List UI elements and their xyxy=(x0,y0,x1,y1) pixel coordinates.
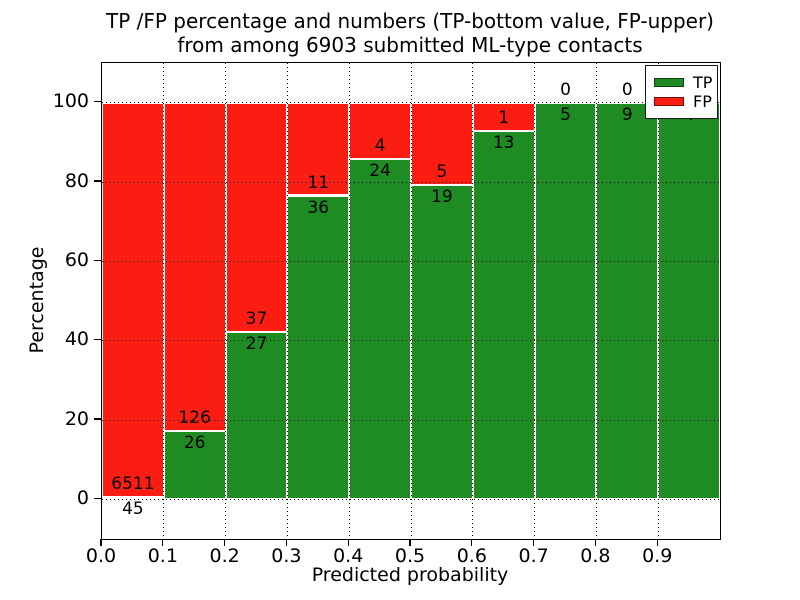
x-tick-label: 0.9 xyxy=(642,545,673,567)
bar-value-label-fp: 37 xyxy=(245,308,268,329)
y-tick-label: 40 xyxy=(64,328,89,351)
x-tick-label: 0.1 xyxy=(147,545,178,567)
fp-color-swatch xyxy=(654,97,684,106)
grid-line-vertical xyxy=(657,63,659,539)
bar-tp xyxy=(411,185,473,500)
bar-value-label-fp: 6511 xyxy=(111,473,155,494)
bar-tp xyxy=(658,102,720,500)
x-tick-label: 0.5 xyxy=(394,545,426,567)
grid-line-vertical xyxy=(410,63,412,539)
bar-value-label-tp: 9 xyxy=(621,104,633,125)
bar-fp xyxy=(102,102,164,497)
chart-title-line2: from among 6903 submitted ML-type contac… xyxy=(177,33,643,57)
grid-line-vertical xyxy=(595,63,597,539)
y-tick xyxy=(94,101,101,103)
bar-value-label-tp: 26 xyxy=(183,433,206,454)
x-tick xyxy=(409,539,411,547)
x-tick xyxy=(594,539,597,547)
bar-value-label-tp: 5 xyxy=(560,104,571,125)
y-tick-label: 100 xyxy=(52,90,89,113)
grid-line-vertical xyxy=(163,63,165,539)
x-tick-label: 0.4 xyxy=(333,545,364,567)
bar-value-label-tp: 24 xyxy=(369,161,391,182)
x-tick xyxy=(471,539,473,547)
grid-line-vertical xyxy=(472,63,474,539)
chart-title-line1: TP /FP percentage and numbers (TP-bottom… xyxy=(106,9,714,33)
grid-line-horizontal xyxy=(102,102,720,104)
bar-value-label-fp: 1 xyxy=(498,108,510,128)
y-tick xyxy=(94,418,101,420)
bar-tp xyxy=(225,331,288,500)
bar-value-label-tp: 27 xyxy=(245,333,268,354)
bar-value-label-fp: 5 xyxy=(436,162,448,183)
bar-tp xyxy=(596,102,659,500)
x-tick xyxy=(285,539,288,547)
grid-line-horizontal xyxy=(102,498,720,500)
x-tick xyxy=(533,539,535,547)
legend-label-tp: TP xyxy=(693,72,713,92)
grid-line-vertical xyxy=(534,63,536,539)
x-tick xyxy=(162,539,164,547)
legend: TP FP xyxy=(645,65,718,119)
grid-line-horizontal xyxy=(102,260,720,262)
x-tick-label: 0.0 xyxy=(85,545,117,567)
x-tick xyxy=(224,539,226,547)
grid-line-vertical xyxy=(348,63,350,539)
bar-value-label-tp: 19 xyxy=(431,187,453,208)
bar-fp xyxy=(163,102,226,432)
bar-value-label-tp: 13 xyxy=(492,133,515,153)
y-tick xyxy=(94,339,101,341)
y-tick-label: 20 xyxy=(64,407,89,430)
bar-tp xyxy=(349,159,411,500)
y-tick xyxy=(94,180,101,182)
chart-title: TP /FP percentage and numbers (TP-bottom… xyxy=(101,9,719,57)
legend-entry-tp: TP xyxy=(654,72,713,92)
bar-value-label-fp: 0 xyxy=(560,79,571,100)
y-tick xyxy=(94,497,101,500)
grid-line-vertical xyxy=(286,63,288,539)
grid-line-horizontal xyxy=(102,419,720,421)
x-tick-label: 0.8 xyxy=(580,545,611,567)
bar-value-label-fp: 4 xyxy=(374,136,386,157)
legend-label-fp: FP xyxy=(693,91,712,111)
y-tick-label: 80 xyxy=(64,169,89,192)
grid-line-horizontal xyxy=(102,340,720,342)
bar-tp xyxy=(287,195,350,500)
x-tick xyxy=(656,539,658,547)
bar-value-label-tp: 45 xyxy=(122,498,144,519)
x-axis-label: Predicted probability xyxy=(311,564,509,586)
y-tick-label: 0 xyxy=(76,486,89,509)
bar-tp xyxy=(472,131,535,500)
bar-tp xyxy=(534,102,597,500)
x-tick xyxy=(347,539,349,547)
x-tick-label: 0.6 xyxy=(456,545,487,567)
grid-line-vertical xyxy=(225,63,227,539)
x-tick-label: 0.7 xyxy=(518,545,549,567)
bar-value-label-fp: 0 xyxy=(621,79,633,100)
y-tick xyxy=(94,259,101,262)
x-tick-label: 0.2 xyxy=(209,545,240,567)
y-tick-label: 60 xyxy=(64,248,89,271)
bar-value-label-fp: 126 xyxy=(178,408,211,429)
plot-area: 456511261262737361124419513150904 xyxy=(101,62,721,540)
grid-line-horizontal xyxy=(102,181,720,183)
bar-value-label-fp: 11 xyxy=(307,172,330,193)
tp-color-swatch xyxy=(654,78,684,87)
bar-value-label-tp: 36 xyxy=(307,197,330,218)
bar-fp xyxy=(225,102,288,332)
legend-entry-fp: FP xyxy=(654,91,712,111)
x-tick-label: 0.3 xyxy=(271,545,302,567)
x-tick xyxy=(100,539,102,547)
